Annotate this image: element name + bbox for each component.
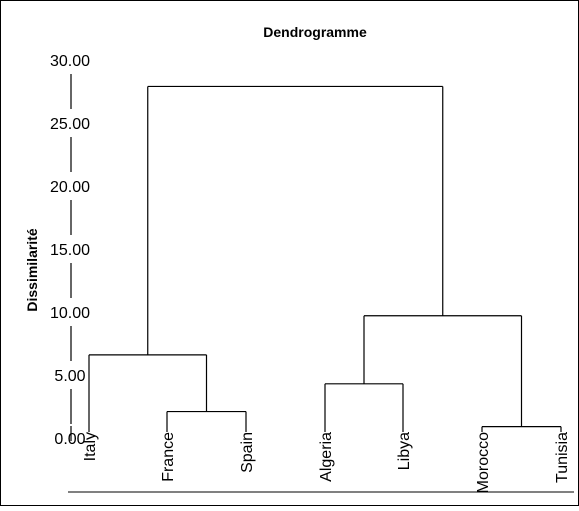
y-tick-label: 0.00 (54, 431, 85, 448)
leaf-labels: Italy France Spain Algeria Libya Morocco Tunis… (82, 432, 571, 493)
leaf-label: France (160, 432, 177, 482)
y-tick-label: 5.00 (54, 368, 85, 385)
leaf-label: Italy (82, 432, 99, 461)
leaf-label: Algeria (318, 432, 335, 482)
dendrogram-links (88, 85, 562, 432)
chart-title: Dendrogramme (263, 24, 367, 40)
y-tick-label: 20.00 (50, 179, 90, 196)
leaf-label: Libya (396, 432, 413, 470)
y-tick-label: 15.00 (50, 242, 90, 259)
leaf-label: Spain (239, 432, 256, 473)
y-tick-label: 25.00 (50, 116, 90, 133)
leaf-label: Tunisia (554, 432, 571, 483)
y-tick-label: 30.00 (50, 53, 90, 70)
y-tick-label: 10.00 (50, 305, 90, 322)
leaf-label: Morocco (475, 432, 492, 493)
y-axis: 0.00 5.00 10.00 15.00 20.00 25.00 30.00 (50, 53, 90, 448)
y-axis-label: Dissimilarité (24, 228, 40, 311)
